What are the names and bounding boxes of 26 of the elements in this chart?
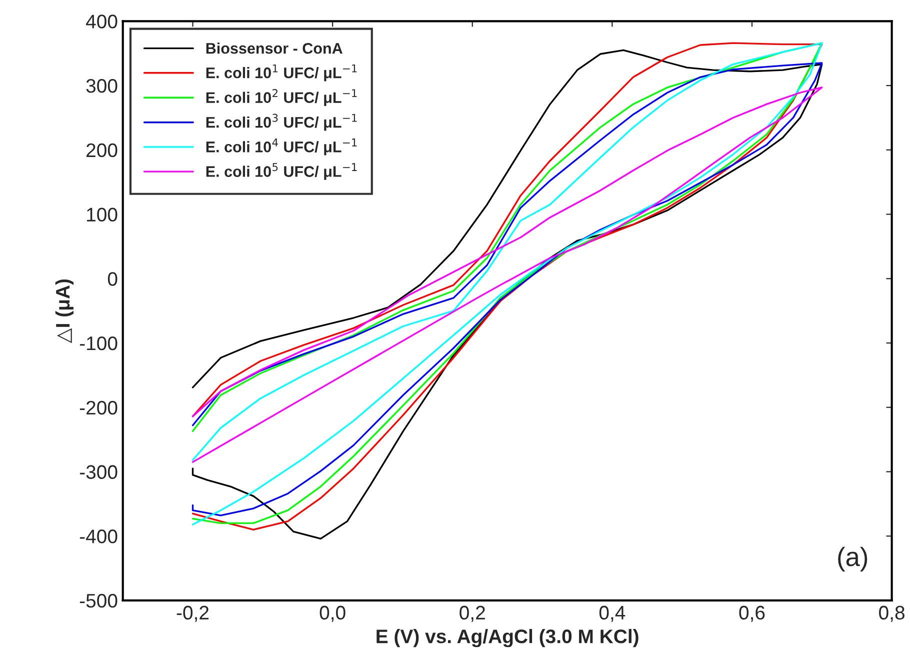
- legend-label: E. coli 10$^{3}$ UFC/ μL$^{−1}$: [206, 114, 357, 131]
- y-tick-label: 300: [86, 79, 118, 93]
- x-tick-label: 0,8: [879, 606, 904, 622]
- legend-label: E. coli 10$^{2}$ UFC/ μL$^{−1}$: [206, 89, 357, 106]
- x-axis-title: E (V) vs. Ag/AgCl (3.0 M KCl): [376, 628, 638, 648]
- y-tick-label: 100: [87, 208, 118, 222]
- y-axis-title: △I (μA): [55, 279, 74, 344]
- y-tick-label: -500: [80, 594, 118, 608]
- annotation: (a): [838, 546, 868, 572]
- y-tick-label: 200: [86, 143, 118, 158]
- x-tick-label: 0,2: [460, 606, 485, 622]
- legend-label: E. coli 10$^{5}$ UFC/ μL$^{−1}$: [206, 163, 357, 180]
- y-tick-label: -400: [80, 530, 118, 544]
- line-series: [192, 86, 823, 463]
- x-tick-label: 0,6: [739, 606, 765, 622]
- x-tick-label: 0,4: [599, 606, 626, 622]
- y-tick-label: -300: [80, 465, 118, 479]
- legend-label: E. coli 10$^{1}$ UFC/ μL$^{−1}$: [206, 64, 357, 82]
- y-tick-label: -100: [80, 336, 118, 350]
- legend-label: E. coli 10$^{4}$ UFC/ μL$^{−1}$: [206, 138, 357, 156]
- y-tick-label: 0: [108, 272, 118, 286]
- x-tick-label: 0,0: [320, 606, 346, 622]
- y-tick-label: -200: [80, 400, 118, 415]
- x-tick-label: -0,2: [176, 606, 209, 622]
- y-tick-label: 400: [86, 14, 118, 28]
- legend-label: Biossensor - ConA: [206, 42, 342, 54]
